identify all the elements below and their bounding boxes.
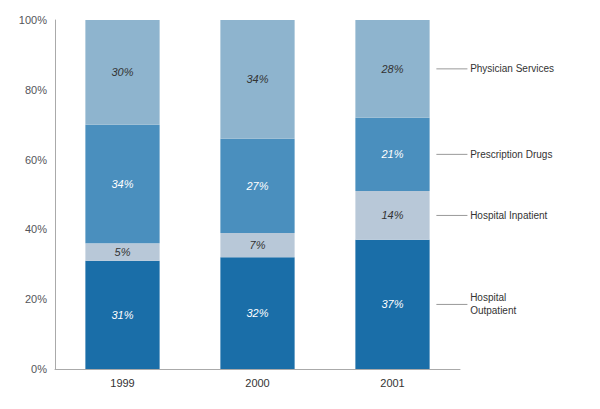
svg-text:60%: 60% bbox=[25, 154, 47, 166]
svg-text:28%: 28% bbox=[380, 63, 403, 75]
svg-text:34%: 34% bbox=[111, 178, 133, 190]
svg-text:21%: 21% bbox=[380, 148, 403, 160]
svg-text:5%: 5% bbox=[115, 246, 131, 258]
svg-text:32%: 32% bbox=[246, 307, 268, 319]
svg-text:100%: 100% bbox=[19, 14, 47, 26]
svg-text:31%: 31% bbox=[111, 309, 133, 321]
svg-text:1999: 1999 bbox=[110, 377, 134, 389]
svg-text:0%: 0% bbox=[31, 363, 47, 375]
svg-text:Hospital Inpatient: Hospital Inpatient bbox=[470, 210, 547, 221]
svg-text:34%: 34% bbox=[246, 73, 268, 85]
svg-text:2000: 2000 bbox=[245, 377, 269, 389]
svg-text:80%: 80% bbox=[25, 84, 47, 96]
svg-text:37%: 37% bbox=[381, 298, 403, 310]
svg-text:7%: 7% bbox=[250, 239, 266, 251]
svg-text:27%: 27% bbox=[245, 180, 268, 192]
svg-text:40%: 40% bbox=[25, 223, 47, 235]
svg-text:Outpatient: Outpatient bbox=[470, 305, 516, 316]
svg-text:20%: 20% bbox=[25, 293, 47, 305]
svg-text:30%: 30% bbox=[111, 66, 133, 78]
svg-text:Prescription Drugs: Prescription Drugs bbox=[470, 149, 552, 160]
svg-text:Hospital: Hospital bbox=[470, 292, 506, 303]
svg-text:2001: 2001 bbox=[380, 377, 404, 389]
svg-text:Physician Services: Physician Services bbox=[470, 63, 554, 74]
svg-text:14%: 14% bbox=[381, 209, 403, 221]
